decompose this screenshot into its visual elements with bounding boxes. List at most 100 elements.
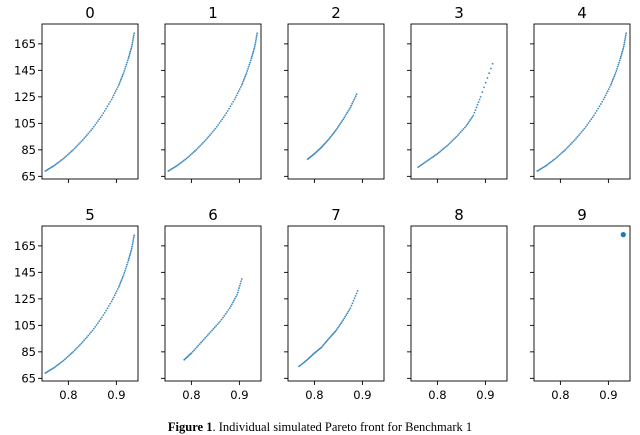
data-point [178, 162, 181, 165]
data-point [253, 45, 256, 48]
data-point [437, 151, 440, 154]
y-tick-label: 145 [14, 265, 36, 279]
data-point [597, 107, 600, 110]
data-point [345, 314, 348, 316]
data-point [68, 152, 70, 155]
data-point [131, 39, 134, 42]
data-point [77, 345, 80, 348]
data-point [447, 143, 450, 146]
data-point [571, 141, 573, 144]
data-point [602, 98, 605, 101]
data-point [70, 352, 73, 354]
data-point [474, 109, 477, 112]
data-point [239, 86, 242, 88]
data-point [231, 301, 234, 304]
axes-frame [533, 225, 631, 382]
axes-frame [41, 225, 139, 382]
data-point [565, 147, 568, 150]
data-point [122, 73, 124, 76]
data-point [554, 157, 557, 160]
data-point [254, 41, 257, 44]
data-point [468, 120, 471, 123]
data-point [130, 47, 133, 50]
data-point [120, 279, 123, 282]
data-point [115, 88, 118, 90]
data-point [236, 293, 238, 296]
data-point [105, 309, 108, 312]
data-point [76, 346, 79, 349]
data-point [128, 52, 131, 55]
data-point [619, 57, 622, 60]
data-point [421, 163, 424, 166]
data-point [191, 152, 193, 155]
data-point [339, 123, 342, 125]
data-point [132, 240, 135, 242]
data-point [221, 118, 224, 121]
data-point [238, 88, 241, 90]
data-point [128, 254, 131, 257]
data-point [202, 338, 205, 341]
y-tick-label: 125 [14, 90, 36, 104]
data-point [476, 103, 479, 106]
data-point [117, 84, 120, 86]
data-point [344, 315, 347, 318]
data-point [623, 43, 625, 46]
data-point [568, 144, 571, 147]
data-point [335, 329, 337, 332]
data-point [119, 282, 122, 285]
data-point [354, 95, 357, 98]
data-point [228, 107, 231, 110]
data-point [251, 54, 254, 56]
x-tick-label: 0.8 [428, 388, 446, 402]
data-point [448, 142, 451, 145]
data-point [551, 159, 554, 162]
data-point [255, 38, 258, 40]
data-point [338, 325, 340, 328]
data-point [114, 292, 117, 295]
data-point [451, 139, 454, 142]
data-point [70, 150, 73, 152]
data-point [461, 129, 463, 132]
data-point [584, 125, 587, 128]
data-point [96, 120, 99, 122]
data-point [418, 165, 421, 168]
data-point [241, 82, 244, 85]
data-point [95, 324, 98, 326]
data-point [325, 140, 328, 143]
data-point [69, 151, 72, 154]
y-tick-label: 65 [21, 371, 36, 385]
data-point [62, 359, 65, 362]
data-point [57, 363, 60, 366]
data-point [471, 116, 474, 118]
data-point [625, 32, 628, 35]
data-point [352, 100, 354, 103]
data-point [122, 274, 125, 276]
data-point [204, 337, 207, 339]
data-point [99, 116, 102, 119]
subplot-title: 7 [331, 206, 341, 224]
data-point [66, 153, 69, 156]
data-point [91, 329, 94, 332]
data-point [583, 127, 586, 130]
subplot-2: 2 [284, 4, 385, 183]
data-point [103, 311, 106, 314]
subplot-title: 1 [208, 4, 218, 22]
data-point [119, 78, 122, 81]
data-point [575, 137, 578, 140]
data-point [489, 67, 492, 70]
data-point [321, 345, 324, 347]
data-point [81, 341, 84, 343]
data-point [125, 63, 128, 66]
data-point [436, 152, 439, 155]
data-point [240, 278, 243, 280]
data-point [433, 154, 436, 157]
data-point [79, 141, 81, 144]
data-point [72, 350, 75, 353]
data-point [217, 123, 220, 126]
x-tick-label: 0.9 [476, 388, 494, 402]
data-point [132, 38, 135, 40]
data-point [206, 137, 209, 140]
data-points [417, 62, 494, 168]
data-point [335, 129, 337, 131]
